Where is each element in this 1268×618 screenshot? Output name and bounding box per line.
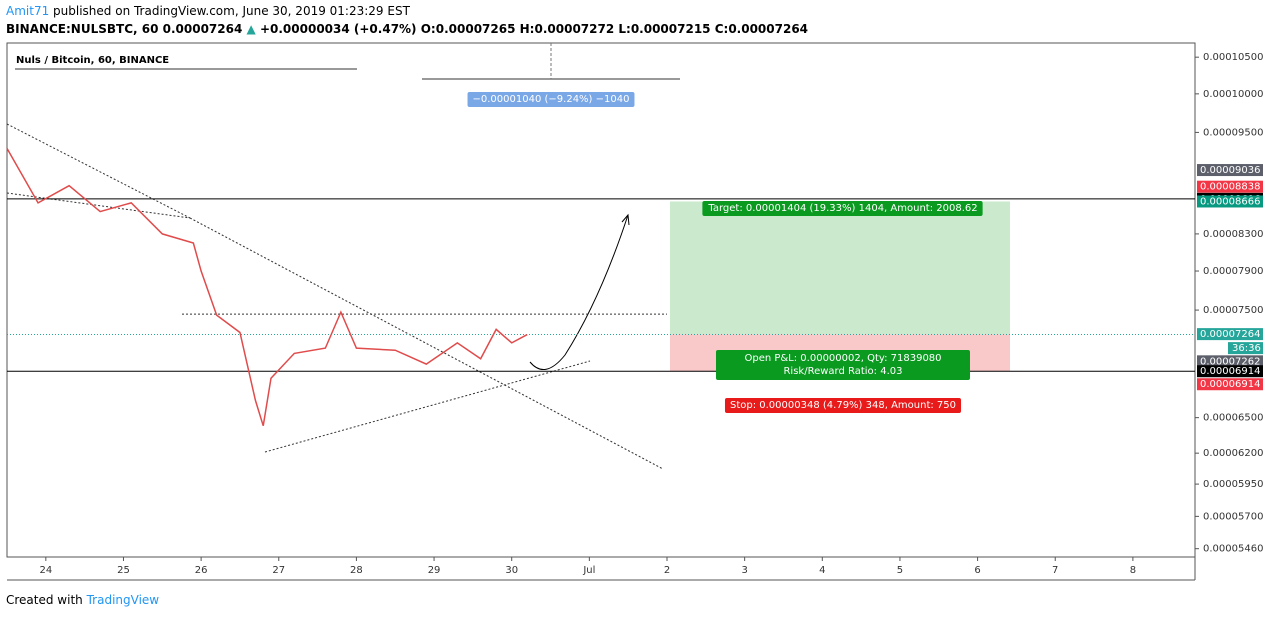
price-line	[6, 148, 528, 427]
price-badge-label: 0.00008838	[1200, 182, 1260, 193]
published: published on TradingView.com, June 30, 2…	[53, 4, 410, 18]
target-zone	[670, 201, 1010, 335]
brand[interactable]: TradingView	[86, 593, 160, 607]
x-tick-label: 25	[117, 565, 130, 576]
price-badge	[1197, 164, 1263, 177]
legend: Nuls / Bitcoin, 60, BINANCE	[16, 55, 169, 66]
price-badge	[1197, 378, 1263, 391]
y-tick-label: 0.00010000	[1203, 89, 1263, 100]
stop-label: Stop: 0.00000348 (4.79%) 348, Amount: 75…	[730, 400, 956, 411]
trendline	[6, 192, 191, 219]
pnl-box	[716, 350, 970, 380]
x-tick-label: 2	[664, 565, 670, 576]
price-badge-label: 0.00006914	[1200, 366, 1260, 377]
price-badge	[1197, 180, 1263, 193]
y-tick-label: 0.00005950	[1203, 479, 1263, 490]
x-tick-label: 4	[819, 565, 825, 576]
arrow-head	[621, 213, 630, 226]
x-tick-label: 8	[1130, 565, 1136, 576]
countdown: 36:36	[1232, 343, 1261, 354]
y-tick-label: 0.00005460	[1203, 544, 1263, 555]
high: H:0.00007272	[519, 22, 615, 36]
price-badge-label: 0.00008666	[1200, 196, 1260, 207]
x-tick-label: 29	[428, 565, 441, 576]
trendline	[264, 360, 591, 453]
quote: BINANCE:NULSBTC, 60 0.00007264 ▲ +0.0000…	[6, 22, 808, 36]
x-tick-label: 26	[195, 565, 208, 576]
price-badge-label: 0.00007264	[1200, 329, 1260, 340]
ratio-label: Risk/Reward Ratio: 4.03	[783, 366, 902, 377]
created: Created with	[6, 593, 83, 607]
countdown-box	[1228, 342, 1263, 355]
close: C:0.00007264	[714, 22, 809, 36]
author[interactable]: Amit71	[6, 4, 50, 18]
price-badge-label: 0.00007262	[1200, 356, 1260, 367]
pnl-label: Open P&L: 0.00000002, Qty: 71839080	[744, 353, 941, 364]
y-tick-label: 0.00007500	[1203, 305, 1263, 316]
target-label-box	[702, 201, 983, 216]
x-tick-label: 5	[897, 565, 903, 576]
y-tick-label: 0.00006500	[1203, 413, 1263, 424]
symbol: BINANCE:NULSBTC, 60	[6, 22, 159, 36]
up-arrow: ▲	[246, 22, 256, 36]
footer: Created with TradingView	[6, 593, 159, 607]
low: L:0.00007215	[618, 22, 711, 36]
price-badge	[1197, 365, 1263, 378]
x-tick-label: 24	[39, 565, 52, 576]
y-tick-label: 0.00008300	[1203, 229, 1263, 240]
x-tick-label: 30	[505, 565, 518, 576]
x-tick-label: 27	[272, 565, 285, 576]
change: +0.00000034 (+0.47%)	[259, 22, 417, 36]
x-tick-label: 7	[1052, 565, 1058, 576]
price-badge-label: 0.00006914	[1200, 379, 1260, 390]
target-label: Target: 0.00001404 (19.33%) 1404, Amount…	[707, 203, 977, 214]
x-tick-label: 28	[350, 565, 363, 576]
header: Amit71 published on TradingView.com, Jun…	[6, 4, 410, 18]
measure-label: −0.00001040 (−9.24%) −1040	[473, 94, 630, 105]
last: 0.00007264	[162, 22, 243, 36]
x-tick-label: 3	[741, 565, 747, 576]
price-badge	[1197, 355, 1263, 368]
x-tick-label: Jul	[582, 565, 595, 576]
trendline	[189, 217, 664, 470]
stop-label-box	[724, 398, 962, 413]
x-tick-label: 6	[974, 565, 980, 576]
y-tick-label: 0.00009500	[1203, 127, 1263, 138]
price-badge-label: 0.00009036	[1200, 165, 1260, 176]
measure-label-box	[467, 92, 635, 107]
y-tick-label: 0.00005700	[1203, 511, 1263, 522]
y-tick-label: 0.00010500	[1203, 52, 1263, 63]
y-tick-label: 0.00006200	[1203, 448, 1263, 459]
price-badge	[1197, 328, 1263, 341]
open: O:0.00007265	[420, 22, 516, 36]
y-tick-label: 0.00007900	[1203, 266, 1263, 277]
projection-arrow	[529, 214, 629, 370]
pane	[6, 42, 1196, 558]
price-badge	[1197, 195, 1263, 208]
